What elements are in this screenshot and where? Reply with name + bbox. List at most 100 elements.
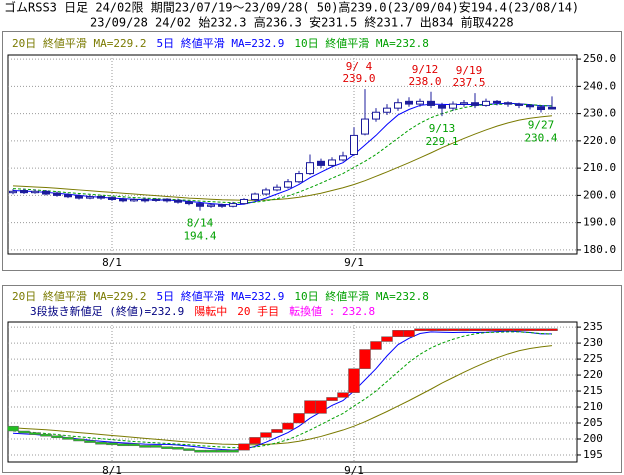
- candle-body: [53, 192, 61, 196]
- y-tick-label: 240.0: [583, 79, 616, 92]
- y-tick-label: 190.0: [583, 216, 616, 229]
- line-break-brick: [238, 443, 250, 451]
- candle-body: [383, 107, 391, 113]
- y-tick-label: 230.0: [583, 107, 616, 120]
- low-label: 194.4: [183, 230, 216, 243]
- line-break-brick: [381, 336, 393, 342]
- candle-body: [130, 198, 138, 202]
- candle-body: [350, 134, 358, 155]
- candle-body: [163, 198, 171, 202]
- candle-body: [493, 100, 501, 104]
- low-label: 230.4: [524, 132, 557, 145]
- candle-body: [141, 198, 149, 202]
- line-break-brick: [62, 437, 74, 440]
- candle-body: [64, 194, 72, 198]
- line-break-brick: [436, 328, 448, 331]
- candle-body: [460, 102, 468, 105]
- status-text: 20 手目: [237, 304, 279, 318]
- legend-entry: 20日 終値平滑 MA=229.2: [12, 36, 146, 50]
- line-break-brick: [227, 449, 239, 453]
- low-date: 9/27: [528, 119, 555, 132]
- line-break-brick: [249, 437, 261, 445]
- candle-body: [526, 104, 534, 108]
- line-break-brick: [425, 328, 437, 331]
- candle-body: [9, 190, 17, 194]
- candle-body: [438, 104, 446, 109]
- candle-body: [229, 203, 237, 207]
- ma-line: [12, 103, 553, 204]
- high-date: 9/ 4: [346, 60, 373, 73]
- low-date: 9/13: [429, 122, 456, 135]
- line-break-brick: [524, 328, 536, 331]
- top-panel-frame: [2, 31, 622, 271]
- line-break-brick: [458, 328, 470, 331]
- y-tick-label: 180.0: [583, 243, 616, 256]
- line-break-brick: [546, 328, 558, 331]
- candle-body: [548, 106, 556, 110]
- line-break-brick: [293, 413, 305, 424]
- legend-entry: 20日 終値平滑 MA=229.2: [12, 289, 146, 303]
- candle-body: [42, 190, 50, 195]
- candle-body: [537, 106, 545, 111]
- y-tick-label: 210.0: [583, 161, 616, 174]
- line-break-brick: [117, 443, 129, 447]
- line-break-brick: [304, 400, 316, 414]
- line-break-brick: [271, 429, 283, 433]
- y-tick-label: 195: [583, 448, 603, 461]
- candle-body: [295, 173, 303, 183]
- y-tick-label: 205: [583, 416, 603, 429]
- bottom-panel-frame: [2, 285, 622, 473]
- legend-entry: 5日 終値平滑 MA=232.9: [156, 36, 284, 50]
- line-break-brick: [172, 447, 184, 450]
- line-break-brick: [73, 438, 85, 442]
- candle-body: [372, 111, 380, 120]
- line-break-brick: [139, 445, 151, 448]
- line-break-brick: [403, 330, 415, 337]
- candle-body: [405, 100, 413, 105]
- high-label: 238.0: [408, 75, 441, 88]
- candle-body: [31, 190, 39, 194]
- candle-body: [152, 198, 160, 201]
- candle-body: [75, 195, 83, 199]
- candle-body: [394, 102, 402, 109]
- candle-body: [240, 198, 248, 205]
- line-break-brick: [205, 449, 217, 453]
- y-tick-label: 215: [583, 384, 603, 397]
- ma-line: [12, 345, 553, 446]
- y-tick-label: 250.0: [583, 52, 616, 65]
- candle-body: [97, 195, 105, 199]
- line-break-brick: [40, 433, 52, 437]
- high-label: 239.0: [342, 72, 375, 85]
- candle-body: [185, 201, 193, 205]
- line-break-brick: [216, 449, 228, 453]
- candle-body: [284, 181, 292, 188]
- line-break-brick: [469, 328, 481, 331]
- legend-entry: 10日 終値平滑 MA=232.8: [294, 289, 428, 303]
- x-tick-label: 9/1: [344, 464, 364, 475]
- candle-body: [416, 100, 424, 105]
- candle-body: [196, 203, 204, 207]
- line-break-brick: [315, 400, 327, 414]
- line-break-brick: [84, 440, 96, 443]
- candle-body: [482, 100, 490, 106]
- legend-entry: 10日 終値平滑 MA=232.8: [294, 36, 428, 50]
- line-break-brick: [128, 443, 140, 447]
- candle-body: [504, 102, 512, 105]
- line-break-brick: [491, 328, 503, 331]
- line-break-brick: [502, 328, 514, 331]
- ma-line: [12, 115, 553, 201]
- legend-entry: 5日 終値平滑 MA=232.9: [156, 289, 284, 303]
- line-break-brick: [7, 425, 19, 432]
- candle-body: [108, 197, 116, 200]
- line-break-brick: [370, 341, 382, 350]
- high-date: 9/12: [412, 63, 439, 76]
- y-tick-label: 210: [583, 400, 603, 413]
- candle-body: [207, 204, 215, 207]
- candle-body: [119, 198, 127, 202]
- x-tick-label: 8/1: [102, 464, 122, 475]
- plot-area: [7, 54, 578, 255]
- ma-line: [12, 330, 552, 451]
- candle-body: [515, 103, 523, 106]
- candle-body: [317, 160, 325, 166]
